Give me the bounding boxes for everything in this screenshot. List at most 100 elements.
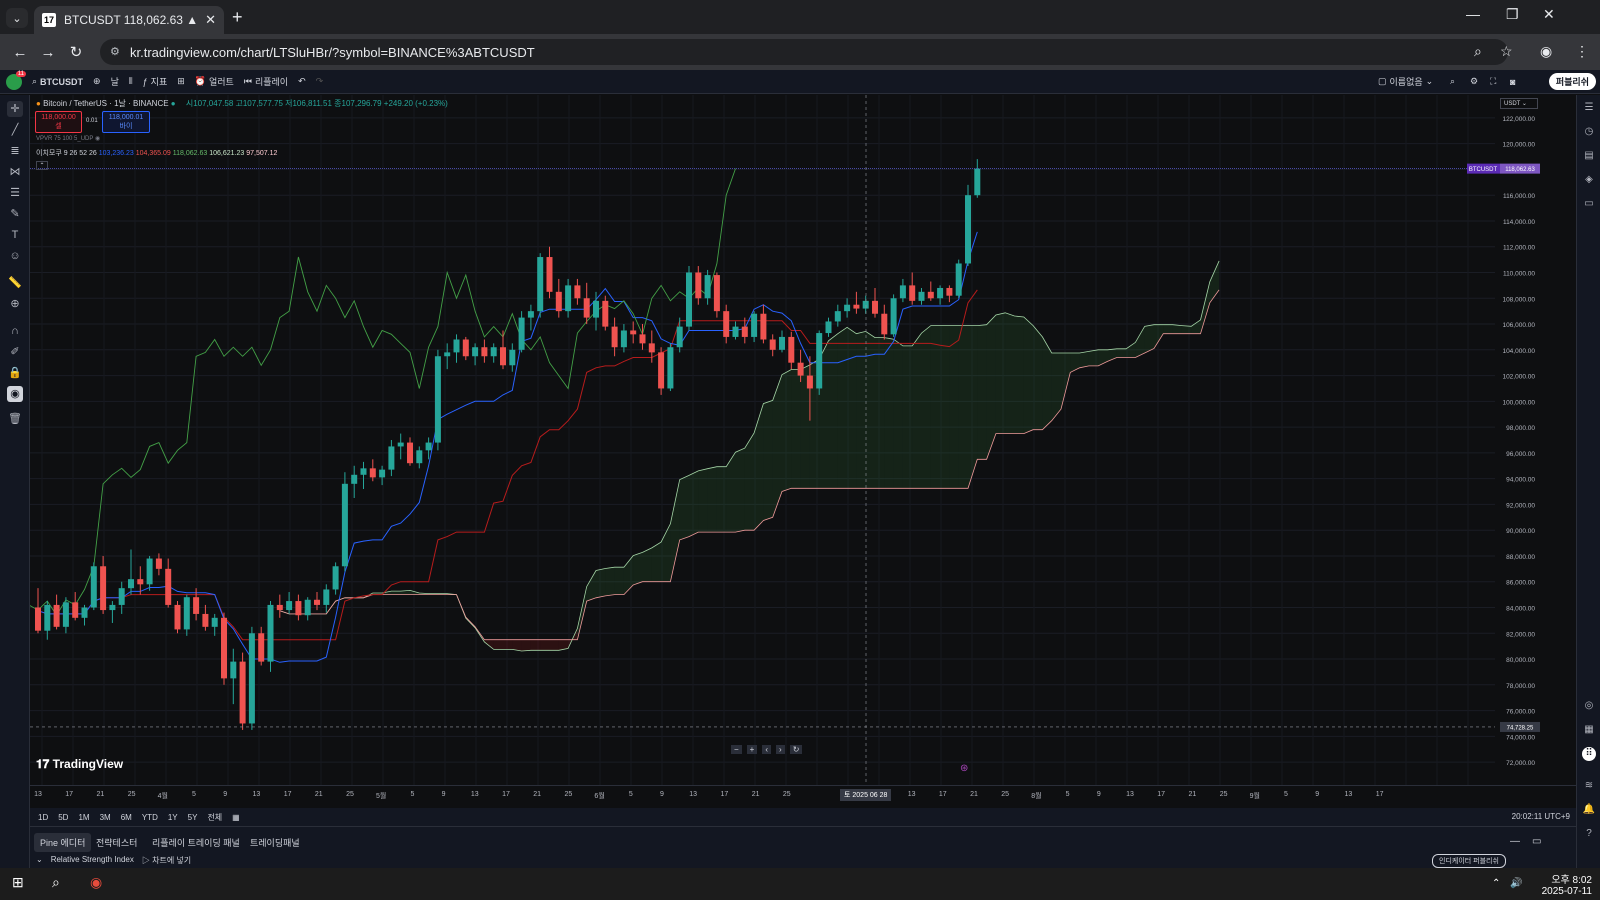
templates-icon[interactable]: ⊞ xyxy=(177,76,185,86)
tab-trading-panel[interactable]: 트레이딩패널 xyxy=(250,838,300,848)
publish-button[interactable]: 퍼블리쉬 xyxy=(1548,73,1596,90)
scroll-left-icon[interactable]: ‹ xyxy=(762,745,772,754)
currency-select[interactable]: USDT ⌄ xyxy=(1500,98,1538,109)
ichimoku-legend[interactable]: 이치모쿠 9 26 52 26 103,236.23 104,365.09 11… xyxy=(36,150,278,157)
timeframe-button[interactable]: 5Y xyxy=(187,812,198,822)
stream-icon[interactable]: ≋ xyxy=(1584,780,1594,791)
magnet-icon[interactable]: ∩ xyxy=(11,325,19,337)
target-icon[interactable]: ◎ xyxy=(1584,700,1594,711)
watchlist-icon[interactable]: ☰ xyxy=(1584,102,1594,113)
fib-icon[interactable]: ≣ xyxy=(10,145,20,157)
vpvr-legend[interactable]: VPVR 75 100 5_UDP ◉ xyxy=(36,136,101,142)
crosshair-icon[interactable]: ✛ xyxy=(7,101,23,117)
layers-icon[interactable]: ◈ xyxy=(1585,174,1593,185)
text-icon[interactable]: T xyxy=(11,229,19,241)
calendar-icon[interactable]: ▦ xyxy=(1584,724,1594,735)
timeframe-button[interactable]: 전체 xyxy=(207,812,223,822)
volume-icon[interactable]: 🔊 xyxy=(1510,878,1523,889)
scroll-right-icon[interactable]: › xyxy=(776,745,785,754)
indicators-button[interactable]: ƒ 지표 xyxy=(142,76,168,88)
maximize-panel-icon[interactable]: ▭ xyxy=(1532,836,1542,847)
brush-icon[interactable]: ✎ xyxy=(10,208,20,220)
forward-icon[interactable]: → xyxy=(40,43,56,61)
tab-replay-trading-panel[interactable]: 리플레이 트레이딩 패널 xyxy=(152,838,240,848)
settings-gear-icon[interactable]: ⚙ xyxy=(1470,76,1479,86)
timeframe-button[interactable]: 1M xyxy=(78,812,90,822)
pattern-icon[interactable]: ⋈ xyxy=(9,166,21,178)
eye-icon[interactable]: ◉ xyxy=(94,136,101,142)
timeframe-button[interactable]: 1Y xyxy=(167,812,178,822)
profile-icon[interactable]: ◉ xyxy=(1540,43,1553,59)
browser-tab[interactable]: 17 BTCUSDT 118,062.63 ▲ +1.77 ✕ xyxy=(34,6,224,34)
zoom-out-icon[interactable]: − xyxy=(731,745,742,754)
timeframe-button[interactable]: 6M xyxy=(120,812,132,822)
stay-drawing-icon[interactable]: ✐ xyxy=(10,346,20,358)
event-marker-icon[interactable]: ⊛ xyxy=(960,763,969,774)
fullscreen-icon[interactable]: ⛶ xyxy=(1490,76,1497,86)
chrome-icon[interactable]: ◉ xyxy=(90,874,103,890)
minimize-panel-icon[interactable]: — xyxy=(1510,836,1520,847)
zoom-in-icon[interactable]: + xyxy=(746,745,758,754)
tray-chevron-icon[interactable]: ⌃ xyxy=(1492,878,1501,889)
emoji-icon[interactable]: ☺ xyxy=(9,250,21,262)
apps-grid-icon[interactable]: ⠿ xyxy=(1582,747,1596,761)
trendline-icon[interactable]: ╱ xyxy=(11,124,19,136)
undo-icon[interactable]: ↶ xyxy=(298,76,306,86)
chart-type-icon[interactable]: ⫴ xyxy=(128,76,133,86)
hide-drawings-icon[interactable]: ◉ xyxy=(7,386,23,402)
windows-start-icon[interactable]: ⊞ xyxy=(12,874,24,890)
taskbar-search-icon[interactable]: ⌕ xyxy=(52,874,60,890)
ruler-icon[interactable]: 📏 xyxy=(8,277,22,289)
publish-indicator-button[interactable]: 인디케이터 퍼블리쉬 xyxy=(1432,854,1506,868)
avatar[interactable]: 11 xyxy=(6,70,26,90)
utc-clock[interactable]: 20:02:11 UTC+9 xyxy=(1511,812,1570,821)
site-info-icon[interactable]: ⚙ xyxy=(110,46,120,58)
data-window-icon[interactable]: ▤ xyxy=(1584,150,1594,161)
time-axis[interactable]: 13 17 21 25 4월 5 9 13 17 21 25 5월 5 9 13 17 21 25 6월 5 9 13 17… xyxy=(30,785,1576,805)
redo-icon[interactable]: ↷ xyxy=(315,76,324,86)
camera-icon[interactable]: ◙ xyxy=(1510,76,1516,87)
timeframe-button[interactable]: YTD xyxy=(141,812,158,822)
chart-pane[interactable]: 122,000.00120,000.00118,000.00116,000.00… xyxy=(30,95,1576,785)
tab-pine-editor[interactable]: Pine 에디터 xyxy=(34,833,92,852)
date-range-calendar-icon[interactable]: ▦ xyxy=(232,812,240,822)
interval-button[interactable]: 날 xyxy=(110,77,119,87)
bookmark-star-icon[interactable]: ☆ xyxy=(1500,43,1513,59)
symbol-search-button[interactable]: ⌕ BTCUSDT xyxy=(32,76,84,87)
script-chevron-icon[interactable]: ⌄ xyxy=(36,855,43,864)
timeframe-button[interactable]: 5D xyxy=(58,812,69,822)
sell-button[interactable]: 118,000.00 셀 xyxy=(35,111,82,133)
compare-symbol-icon[interactable]: ⊕ xyxy=(93,76,101,86)
alerts-clock-icon[interactable]: ◷ xyxy=(1584,126,1594,137)
tab-search-icon[interactable]: ⌄ xyxy=(6,8,28,28)
add-to-chart-button[interactable]: ▷ 차트에 넣기 xyxy=(141,856,192,865)
url-field[interactable]: ⚙ kr.tradingview.com/chart/LTSluHBr/?sym… xyxy=(100,39,1508,65)
alert-button[interactable]: ⏰ 얼러트 xyxy=(194,76,234,87)
browser-menu-icon[interactable]: ⋮ xyxy=(1575,43,1589,59)
help-icon[interactable]: ? xyxy=(1586,828,1592,839)
window-close-icon[interactable]: ✕ xyxy=(1543,6,1555,22)
back-icon[interactable]: ← xyxy=(12,43,28,61)
timeframe-button[interactable]: 1D xyxy=(38,812,49,822)
reload-icon[interactable]: ↻ xyxy=(69,44,83,61)
zoom-in-icon[interactable]: ⊕ xyxy=(10,298,20,310)
zoom-icon[interactable]: ⌕ xyxy=(1474,43,1482,59)
price-chart[interactable]: 122,000.00120,000.00118,000.00116,000.00… xyxy=(30,95,1576,785)
restore-icon[interactable]: ❐ xyxy=(1506,6,1519,22)
forecast-icon[interactable]: ☰ xyxy=(10,187,20,199)
symbol-legend[interactable]: ● Bitcoin / TetherUS · 1날 · BINANCE ● 시1… xyxy=(36,99,448,108)
bell-icon[interactable]: 🔔 xyxy=(1582,804,1596,815)
indicator-name[interactable]: Relative Strength Index xyxy=(50,855,134,864)
buy-button[interactable]: 118,000.01 바이 xyxy=(102,111,150,133)
quick-search-icon[interactable]: ⌕ xyxy=(1450,76,1456,86)
new-tab-icon[interactable]: + xyxy=(232,7,243,27)
minimize-icon[interactable]: — xyxy=(1466,6,1480,22)
collapse-legend-icon[interactable]: ⌃ xyxy=(36,161,48,170)
taskbar-clock[interactable]: 오후 8:02 2025-07-11 xyxy=(1541,875,1592,897)
timeframe-button[interactable]: 3M xyxy=(99,812,111,822)
layout-name-button[interactable]: ▢ 이름없음 ⌄ xyxy=(1378,76,1434,87)
tab-strategy-tester[interactable]: 전략테스터 xyxy=(96,838,138,848)
replay-button[interactable]: ⏮ 리플레이 xyxy=(243,76,289,87)
chat-icon[interactable]: ▭ xyxy=(1584,198,1594,209)
reset-chart-icon[interactable]: ↻ xyxy=(789,745,803,754)
